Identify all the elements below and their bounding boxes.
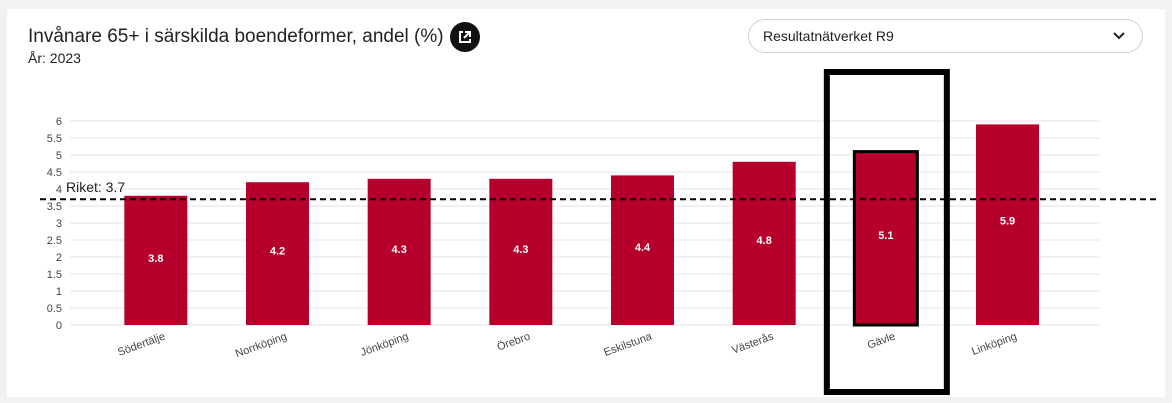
bar [246,182,310,325]
x-tick-label: Västerås [730,330,775,356]
x-tick-label: Gävle [866,331,897,352]
y-tick-label: 3 [56,218,62,230]
bar [489,178,553,325]
x-tick-label: Södertälje [116,331,167,359]
bar [124,195,188,325]
y-tick-label: 2 [56,252,62,264]
bar-value-label: 3.8 [148,253,163,265]
chart-card [7,9,1165,397]
bar-value-label: 4.2 [270,246,285,258]
bar-value-label: 5.9 [1000,216,1015,228]
x-tick-label: Linköping [970,331,1018,358]
group-select-value: Resultatnätverket R9 [763,28,894,44]
chevron-down-icon [1113,32,1125,40]
group-select[interactable]: Resultatnätverket R9 [748,19,1143,53]
bar [976,124,1040,326]
y-tick-label: 2.5 [47,235,62,247]
bar-value-label: 4.3 [513,244,528,256]
y-tick-label: 4 [56,184,62,196]
x-tick-label: Örebro [496,331,532,354]
y-tick-label: 0 [56,320,62,332]
bar-value-label: 4.4 [635,242,651,254]
chart-title: Invånare 65+ i särskilda boendeformer, a… [28,26,444,47]
bar [611,175,675,325]
highlight-frame [823,69,950,395]
y-tick-label: 5.5 [47,133,62,145]
bar [367,178,431,325]
y-tick-label: 5 [56,150,62,162]
y-tick-label: 4.5 [47,167,62,179]
x-tick-label: Jönköping [359,331,410,359]
y-tick-label: 1.5 [47,269,62,281]
y-tick-label: 0.5 [47,303,62,315]
bar-value-label: 4.3 [392,244,407,256]
bar [852,150,919,327]
bar [732,161,796,325]
external-link-icon[interactable] [449,22,480,52]
x-tick-label: Eskilstuna [602,330,654,359]
chart-year: År: 2023 [28,50,81,66]
bar-value-label: 4.8 [757,235,772,247]
bar-value-label: 5.1 [878,230,893,242]
y-tick-label: 6 [56,116,62,128]
reference-line-label: Riket: 3.7 [66,179,125,195]
chart-header: Invånare 65+ i särskilda boendeformer, a… [28,22,480,52]
y-tick-label: 1 [56,286,62,298]
x-tick-label: Norrköping [234,331,289,361]
y-tick-label: 3.5 [47,201,62,213]
